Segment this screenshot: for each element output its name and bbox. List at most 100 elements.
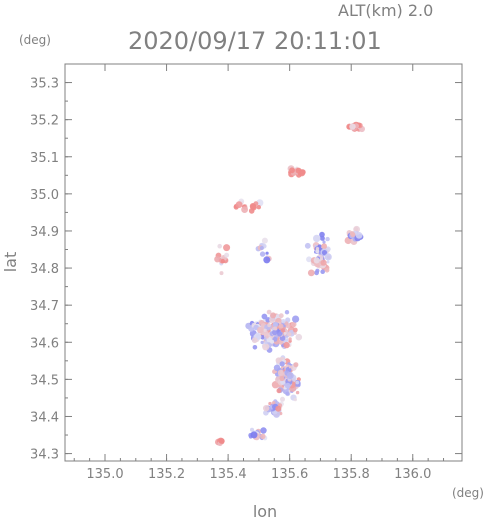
echo-point [271, 329, 278, 336]
echo-point [279, 335, 286, 342]
echo-point [284, 382, 291, 389]
echo-point [326, 260, 330, 264]
echo-point [263, 330, 269, 337]
echo-point [267, 323, 271, 328]
echo-point [295, 333, 303, 341]
echo-point [276, 388, 282, 394]
echo-point [214, 256, 221, 263]
echo-point [252, 345, 258, 350]
echo-point [304, 242, 311, 249]
echo-point [250, 431, 258, 439]
echo-point [321, 250, 328, 256]
y-tick-label: 35.2 [30, 114, 59, 129]
echo-point [290, 321, 297, 328]
echo-point [281, 319, 286, 324]
echo-point [320, 269, 326, 275]
echo-point [265, 251, 269, 255]
x-axis: 135.0 135.2 135.4 135.6 135.8 136.0 [73, 64, 445, 482]
y-tick-label: 34.5 [30, 373, 59, 388]
y-axis-label: lat [1, 252, 20, 273]
echo-point [272, 321, 279, 328]
echo-point [313, 257, 320, 264]
echo-point [315, 249, 320, 254]
echo-point [283, 332, 287, 335]
echo-point [260, 427, 267, 434]
echo-point [278, 323, 284, 329]
y-tick-label: 35.0 [30, 188, 59, 203]
echo-point [283, 341, 290, 349]
y-tick-label: 34.4 [30, 410, 59, 425]
y-tick-label: 35.3 [30, 77, 59, 92]
echo-point [314, 270, 319, 276]
echo-point [320, 259, 327, 266]
echo-point [324, 267, 330, 273]
echo-point [306, 256, 312, 263]
echo-point [275, 372, 279, 377]
y-tick-label: 35.1 [30, 151, 59, 166]
echo-point [264, 340, 268, 345]
x-tick-label: 136.0 [394, 467, 431, 482]
echo-point [263, 405, 270, 412]
echo-point [307, 269, 315, 277]
echo-point [257, 326, 264, 334]
echo-point [325, 236, 330, 242]
x-tick-label: 135.2 [148, 467, 185, 482]
echo-point [285, 391, 290, 396]
echo-point [293, 331, 297, 335]
echo-point [219, 271, 224, 276]
y-tick-label: 34.8 [30, 262, 59, 277]
echo-point [295, 380, 300, 385]
echo-point [260, 334, 266, 340]
echo-point [250, 203, 257, 211]
echo-point [285, 317, 291, 323]
echo-point [217, 243, 222, 249]
echo-point [284, 310, 290, 315]
echo-point [218, 440, 223, 444]
echo-point [354, 227, 359, 232]
echo-point [321, 243, 327, 250]
x-tick-label: 135.4 [209, 467, 246, 482]
altitude-label: ALT(km) 2.0 [338, 1, 433, 20]
x-axis-label: lon [253, 502, 277, 521]
echo-point [293, 397, 297, 402]
echo-point [295, 167, 302, 174]
x-tick-label: 135.6 [271, 467, 308, 482]
echo-point [286, 371, 294, 380]
echo-point [260, 340, 264, 345]
echo-point [259, 246, 264, 250]
echo-point [315, 247, 320, 251]
echo-point [295, 390, 300, 395]
echo-point [241, 206, 249, 214]
echo-point [265, 335, 269, 339]
echo-point [279, 375, 285, 382]
echo-point [279, 361, 285, 367]
echo-point [263, 328, 267, 332]
x-tick-label: 135.0 [86, 467, 123, 482]
echo-point [261, 313, 268, 320]
echo-point [256, 205, 261, 210]
echo-point [349, 123, 356, 130]
x-tick-label: 135.8 [333, 467, 370, 482]
echo-point [324, 253, 332, 261]
echo-point [261, 237, 268, 244]
echo-point [223, 244, 231, 252]
y-unit-label: (deg) [19, 33, 51, 47]
echo-point [292, 327, 298, 333]
echo-point [273, 326, 278, 331]
y-tick-label: 34.9 [30, 225, 59, 240]
x-unit-label: (deg) [452, 486, 484, 500]
echo-point [292, 315, 300, 323]
echo-point [224, 252, 230, 258]
echo-point [280, 328, 285, 333]
echo-point [275, 405, 282, 412]
echo-point [273, 364, 281, 371]
echo-point [262, 343, 270, 351]
echo-point [220, 258, 225, 264]
echo-point [288, 337, 292, 341]
echo-point [251, 337, 258, 344]
y-axis: 34.3 34.4 34.5 34.6 34.7 34.8 34.9 35.0 35.1 35.2… [30, 63, 462, 463]
echo-point [278, 313, 284, 319]
echo-point [277, 369, 284, 376]
echo-point [288, 368, 292, 372]
